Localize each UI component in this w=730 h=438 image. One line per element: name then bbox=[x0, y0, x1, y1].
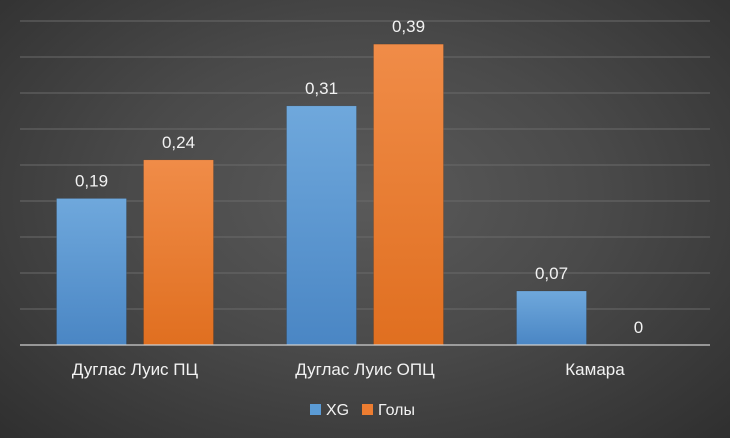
data-label: 0,31 bbox=[305, 79, 338, 98]
legend-swatch-goals bbox=[362, 404, 373, 415]
legend-swatch-xg bbox=[310, 404, 321, 415]
category-label: Дуглас Луис ОПЦ bbox=[295, 360, 435, 379]
category-label: Камара bbox=[565, 360, 625, 379]
data-label: 0,07 bbox=[535, 264, 568, 283]
legend-label-xg: XG bbox=[326, 402, 349, 419]
bar-xg bbox=[56, 198, 127, 346]
bar-xg bbox=[516, 290, 587, 346]
category-label: Дуглас Луис ПЦ bbox=[72, 360, 199, 379]
bar-goals bbox=[143, 159, 214, 346]
data-label: 0,19 bbox=[75, 171, 108, 190]
data-label: 0,24 bbox=[162, 133, 195, 152]
bar-goals bbox=[373, 43, 444, 346]
bar-xg bbox=[286, 105, 357, 346]
data-label: 0 bbox=[634, 318, 643, 337]
data-label: 0,39 bbox=[392, 17, 425, 36]
legend-label-goals: Голы bbox=[378, 402, 415, 419]
